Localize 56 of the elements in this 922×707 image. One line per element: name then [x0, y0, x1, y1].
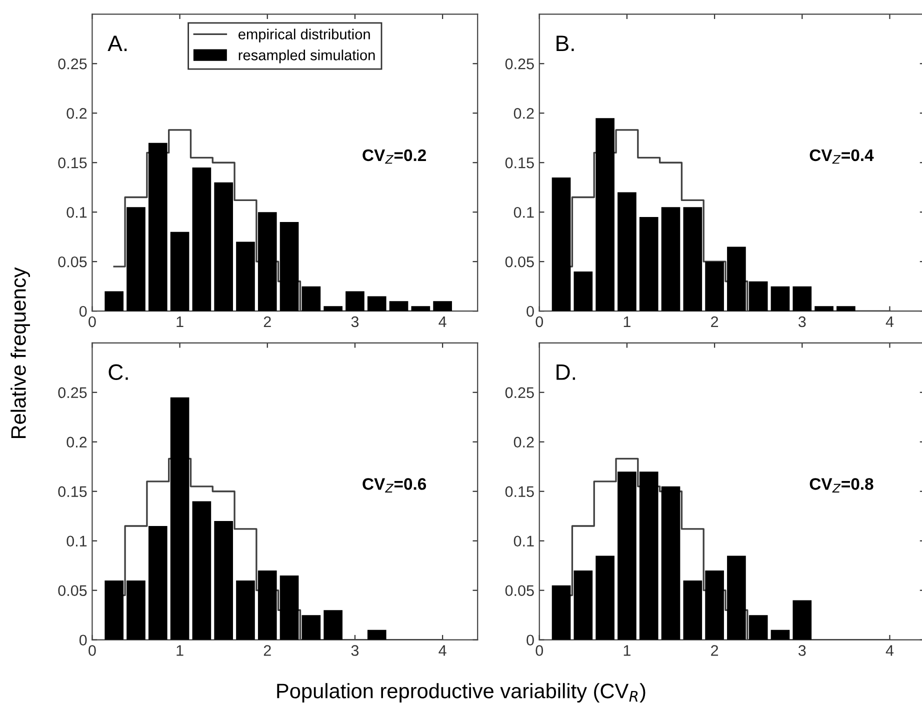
y-tick-label: 0.25	[58, 387, 87, 398]
x-axis-title: Population reproductive variability (CV$_{R}$)	[277, 683, 646, 702]
x-tick-label: 0	[88, 645, 96, 656]
y-tick-label: 0	[526, 634, 534, 646]
x-tick-label: 0	[88, 316, 96, 328]
y-tick-label: 0.2	[66, 108, 87, 119]
y-axis-title: Relative frequency	[10, 267, 30, 438]
y-tick-label: 0.05	[58, 256, 87, 268]
y-tick-label: 0.05	[58, 585, 87, 596]
x-tick-label: 3	[351, 316, 359, 328]
annotation: A.	[108, 36, 127, 52]
x-tick-label: 3	[798, 316, 806, 328]
y-tick-label: 0.25	[505, 387, 534, 398]
y-tick-label: 0	[79, 306, 87, 317]
x-tick-label: 2	[711, 645, 718, 656]
x-tick-label: 4	[438, 316, 446, 328]
x-tick-label: 4	[886, 645, 894, 656]
y-tick-label: 0.1	[514, 536, 534, 547]
y-tick-label: 0	[526, 306, 534, 317]
annotation: CV$_{Z}$=0.4	[810, 149, 874, 164]
x-tick-label: 1	[176, 645, 184, 656]
x-tick-label: 2	[711, 316, 718, 328]
annotation: C.	[108, 364, 128, 380]
x-tick-label: 3	[798, 645, 806, 656]
y-tick-label: 0.1	[66, 536, 87, 547]
x-tick-label: 4	[438, 645, 446, 656]
y-tick-label: 0.15	[58, 486, 87, 498]
x-tick-label: 1	[176, 316, 184, 328]
annotation: D.	[556, 364, 575, 380]
annotation: CV$_{Z}$=0.8	[810, 478, 874, 492]
y-tick-label: 0.15	[505, 157, 534, 168]
x-tick-label: 1	[624, 316, 630, 328]
y-tick-label: 0.2	[514, 108, 534, 119]
y-tick-label: 0.15	[58, 157, 87, 168]
y-tick-label: 0.25	[58, 58, 87, 70]
y-tick-label: 0	[79, 634, 87, 646]
x-tick-label: 0	[536, 645, 544, 656]
annotation: CV$_{Z}$=0.6	[362, 478, 426, 492]
annotation: B.	[556, 36, 574, 52]
x-tick-label: 2	[264, 645, 271, 656]
legend-label: resampled simulation	[238, 50, 375, 64]
y-tick-label: 0.2	[514, 436, 534, 448]
x-tick-label: 1	[624, 645, 630, 656]
annotation: CV$_{Z}$=0.2	[362, 149, 426, 164]
y-tick-label: 0.25	[505, 58, 534, 70]
y-tick-label: 0.1	[514, 206, 534, 218]
y-tick-label: 0.2	[66, 436, 87, 448]
y-tick-label: 0.15	[505, 486, 534, 498]
x-tick-label: 3	[351, 645, 359, 656]
legend-label: empirical distribution	[238, 28, 370, 42]
y-tick-label: 0.1	[66, 206, 87, 218]
y-tick-label: 0.05	[505, 256, 534, 268]
x-tick-label: 2	[264, 316, 271, 328]
x-tick-label: 0	[536, 316, 544, 328]
y-tick-label: 0.05	[505, 585, 534, 596]
x-tick-label: 4	[886, 316, 894, 328]
